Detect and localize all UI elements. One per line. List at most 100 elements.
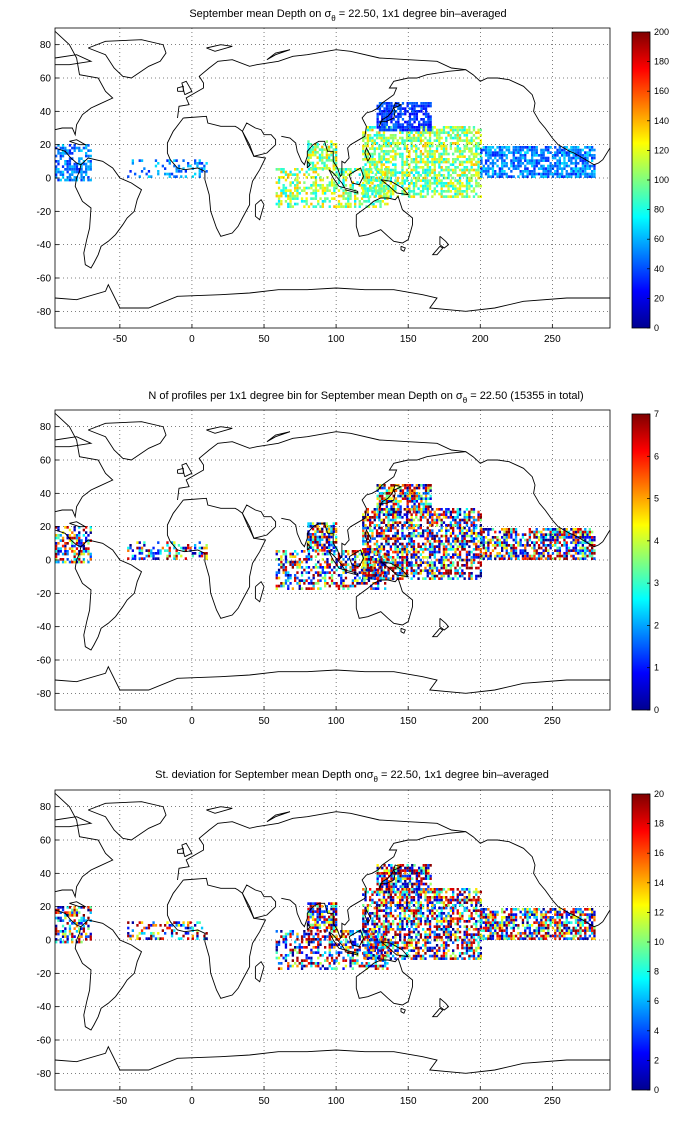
bin-cell — [396, 564, 399, 567]
bin-cell — [307, 541, 310, 544]
bin-cell — [318, 527, 322, 531]
bin-cell — [422, 128, 425, 132]
colorbar-tick-label: 4 — [654, 536, 659, 546]
bin-cell — [547, 175, 550, 178]
bin-cell — [549, 170, 552, 173]
bin-cell — [294, 189, 297, 192]
colorbar-tick-label: 140 — [654, 116, 669, 126]
bin-cell — [389, 150, 393, 153]
bin-cell — [71, 547, 74, 550]
bin-cell — [412, 182, 416, 185]
bin-cell — [378, 155, 381, 158]
bin-cell — [401, 190, 404, 193]
bin-cell — [184, 546, 188, 550]
bin-cell — [405, 572, 409, 575]
bin-cell — [351, 582, 355, 585]
bin-cell — [591, 164, 594, 168]
bin-cell — [426, 518, 429, 522]
bin-cell — [369, 914, 372, 918]
bin-cell — [330, 527, 333, 531]
bin-cell — [316, 541, 319, 544]
bin-cell — [442, 147, 446, 150]
bin-cell — [321, 538, 324, 541]
bin-cell — [463, 128, 466, 132]
bin-cell — [396, 171, 399, 174]
bin-cell — [551, 544, 555, 547]
bin-cell — [452, 187, 455, 190]
bin-cell — [397, 500, 400, 503]
bin-cell — [433, 166, 436, 169]
bin-cell — [367, 555, 371, 558]
bin-cell — [354, 576, 357, 580]
bin-cell — [411, 500, 414, 503]
bin-cell — [380, 901, 383, 904]
bin-cell — [309, 538, 312, 541]
bin-cell — [333, 571, 336, 574]
bin-cell — [408, 118, 412, 121]
bin-cell — [385, 912, 388, 915]
bin-cell — [399, 896, 402, 899]
x-tick-label: -50 — [113, 716, 128, 727]
bin-cell — [342, 579, 345, 582]
bin-cell — [328, 566, 331, 569]
bin-cell — [387, 526, 390, 530]
bin-cell — [399, 566, 402, 570]
bin-cell — [477, 131, 480, 134]
bin-cell — [311, 148, 315, 151]
bin-cell — [403, 534, 406, 538]
bin-cell — [366, 187, 370, 190]
bin-cell — [410, 534, 413, 538]
bin-cell — [420, 107, 423, 110]
bin-cell — [364, 518, 367, 522]
bin-cell — [403, 537, 406, 540]
bin-cell — [556, 554, 559, 558]
bin-cell — [396, 182, 399, 185]
bin-cell — [394, 909, 397, 912]
bin-cell — [369, 518, 372, 522]
bin-cell — [373, 126, 376, 129]
bin-cell — [484, 541, 488, 544]
bin-cell — [427, 120, 430, 124]
bin-cell — [445, 558, 448, 562]
bin-cell — [138, 546, 141, 550]
bin-cell — [394, 120, 398, 124]
bin-cell — [401, 171, 404, 174]
bin-cell — [305, 176, 308, 179]
colorbar-tick-label: 2 — [654, 620, 659, 630]
bin-cell — [401, 497, 405, 500]
bin-cell — [392, 534, 395, 538]
bin-cell — [579, 533, 582, 536]
bin-cell — [558, 146, 562, 149]
bin-cell — [567, 175, 571, 178]
bin-cell — [454, 190, 457, 193]
bin-cell — [396, 537, 399, 540]
bin-cell — [403, 513, 406, 516]
bin-cell — [408, 195, 411, 198]
bin-cell — [73, 144, 76, 147]
bin-cell — [396, 949, 399, 952]
bin-cell — [387, 529, 390, 532]
bin-cell — [362, 928, 365, 931]
bin-cell — [351, 584, 355, 588]
bin-cell — [581, 530, 585, 534]
bin-cell — [422, 529, 425, 532]
bin-cell — [362, 914, 365, 918]
bin-cell — [386, 178, 389, 182]
bin-cell — [387, 920, 390, 923]
bin-cell — [289, 574, 292, 577]
bin-cell — [431, 548, 434, 551]
bin-cell — [498, 541, 502, 544]
bin-cell — [591, 549, 594, 552]
bin-cell — [477, 174, 480, 177]
bin-cell — [354, 168, 357, 171]
bin-cell — [428, 561, 432, 564]
bin-cell — [362, 150, 365, 153]
bin-cell — [501, 528, 504, 531]
bin-cell — [501, 151, 504, 154]
bin-cell — [477, 182, 480, 185]
bin-cell — [472, 144, 476, 148]
bin-cell — [440, 556, 443, 559]
bin-cell — [440, 192, 443, 196]
bin-cell — [284, 189, 288, 192]
bin-cell — [428, 548, 432, 551]
